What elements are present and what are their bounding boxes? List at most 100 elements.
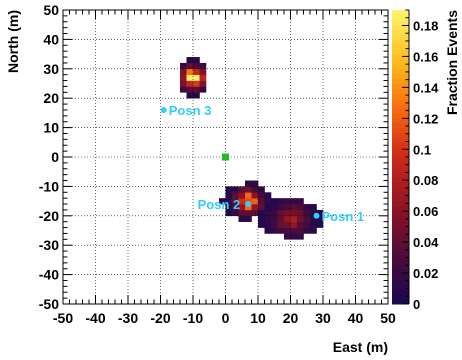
colorbar-segment — [392, 230, 409, 236]
colorbar-segment — [392, 24, 409, 31]
heatmap-bin — [258, 204, 265, 211]
heatmap-bin — [297, 204, 304, 211]
heatmap-bin — [303, 215, 311, 222]
heatmap-bin — [180, 62, 187, 70]
heatmap-bin — [284, 209, 291, 217]
colorbar-segment — [392, 289, 409, 295]
colorbar-tick-label: 0 — [413, 297, 420, 312]
y-tick-label: 40 — [43, 31, 59, 47]
colorbar-segment — [392, 210, 409, 217]
heatmap-bin — [186, 86, 194, 93]
x-axis-title: East (m) — [333, 339, 388, 355]
colorbar-segment — [392, 259, 409, 266]
colorbar-segment — [392, 176, 409, 182]
heatmap-bin — [232, 186, 239, 193]
colorbar-segment — [392, 201, 409, 207]
position-marker-label: Posn 3 — [169, 103, 212, 118]
heatmap-bin — [180, 68, 187, 75]
colorbar-segment — [392, 98, 409, 104]
heatmap-bin — [258, 192, 265, 199]
y-tick-label: -20 — [39, 208, 59, 224]
heatmap-bin — [284, 233, 291, 240]
colorbar-segment — [392, 240, 409, 246]
heatmap-bin — [290, 221, 298, 228]
colorbar-segment — [392, 264, 409, 271]
heatmap-bin — [251, 204, 259, 211]
colorbar-segment — [392, 225, 409, 231]
heatmap-bin — [199, 86, 207, 93]
heatmap-bin — [258, 221, 265, 228]
colorbar-segment — [392, 294, 409, 300]
heatmap-bin — [199, 80, 207, 87]
heatmap-bin — [310, 204, 317, 211]
colorbar-segment — [392, 142, 409, 148]
heatmap-bin — [251, 209, 259, 217]
heatmap-bin — [277, 209, 285, 217]
heatmap-bin — [297, 233, 304, 240]
x-tick-label: 30 — [315, 310, 331, 326]
heatmap-bin — [193, 80, 200, 87]
heatmap-bin — [180, 74, 187, 81]
heatmap-bin — [290, 215, 298, 222]
heatmap-bin — [238, 198, 246, 205]
heatmap-bin — [303, 209, 311, 217]
heatmap-bin — [297, 209, 304, 217]
colorbar-segment — [392, 68, 409, 75]
x-tick-label: 10 — [250, 310, 266, 326]
position-markers: Posn 1 Posn 2 Posn 3 — [160, 103, 364, 224]
heatmap-bin — [290, 209, 298, 217]
heatmap-bin — [284, 215, 291, 222]
heatmap-bin — [258, 215, 265, 222]
heatmap-bin — [303, 227, 311, 234]
colorbar-segment — [392, 59, 409, 65]
heatmap-bin — [277, 215, 285, 222]
heatmap-bin — [310, 227, 317, 234]
heatmap-bin — [238, 192, 246, 199]
heatmap-bin — [297, 215, 304, 222]
heatmap-bin — [284, 204, 291, 211]
heatmap-bin — [193, 62, 200, 70]
colorbar: 0 0.02 0.04 0.06 0.08 0.1 0.12 0.14 0.16 0.18 — [392, 9, 439, 312]
colorbar-segment — [392, 44, 409, 50]
heatmap-bin — [245, 180, 252, 187]
heatmap-bin — [251, 192, 259, 199]
position-marker-dot — [160, 106, 167, 113]
heatmap-bin — [199, 74, 207, 81]
heatmap-bin — [251, 180, 259, 187]
heatmap-bin — [232, 192, 239, 199]
heatmap-bin — [316, 209, 324, 217]
position-marker-dot — [313, 212, 320, 219]
position-marker-label: Posn 2 — [198, 197, 241, 212]
colorbar-segment — [392, 147, 409, 153]
position-marker-dot — [245, 201, 252, 208]
heatmap-bin — [310, 209, 317, 217]
y-tick-label: 0 — [51, 149, 59, 165]
heatmap-bin — [180, 86, 187, 93]
heatmap-bin — [193, 86, 200, 93]
heatmap-bin — [303, 204, 311, 211]
colorbar-segment — [392, 215, 409, 222]
colorbar-segment — [392, 157, 409, 163]
x-tick-label: 50 — [380, 310, 396, 326]
colorbar-segment — [392, 39, 409, 45]
colorbar-segment — [392, 274, 409, 280]
heatmap-bin — [290, 233, 298, 240]
colorbar-segment — [392, 235, 409, 241]
heatmap-bin — [290, 204, 298, 211]
colorbar-segment — [392, 284, 409, 290]
colorbar-segment — [392, 181, 409, 187]
heatmap-bin — [271, 204, 278, 211]
colorbar-segment — [392, 54, 409, 60]
y-tick-label: 10 — [43, 120, 59, 136]
heatmap-bin — [290, 227, 298, 234]
x-tick-label: 40 — [348, 310, 364, 326]
colorbar-title: Fraction Events — [444, 10, 460, 115]
heatmap-bin — [238, 209, 246, 217]
y-tick-label: 50 — [43, 2, 59, 18]
x-tick-label: -20 — [150, 310, 170, 326]
heatmap-bin — [271, 221, 278, 228]
heatmap-bin — [251, 198, 259, 205]
heatmap-bin — [225, 204, 233, 211]
heatmap-bin — [284, 227, 291, 234]
